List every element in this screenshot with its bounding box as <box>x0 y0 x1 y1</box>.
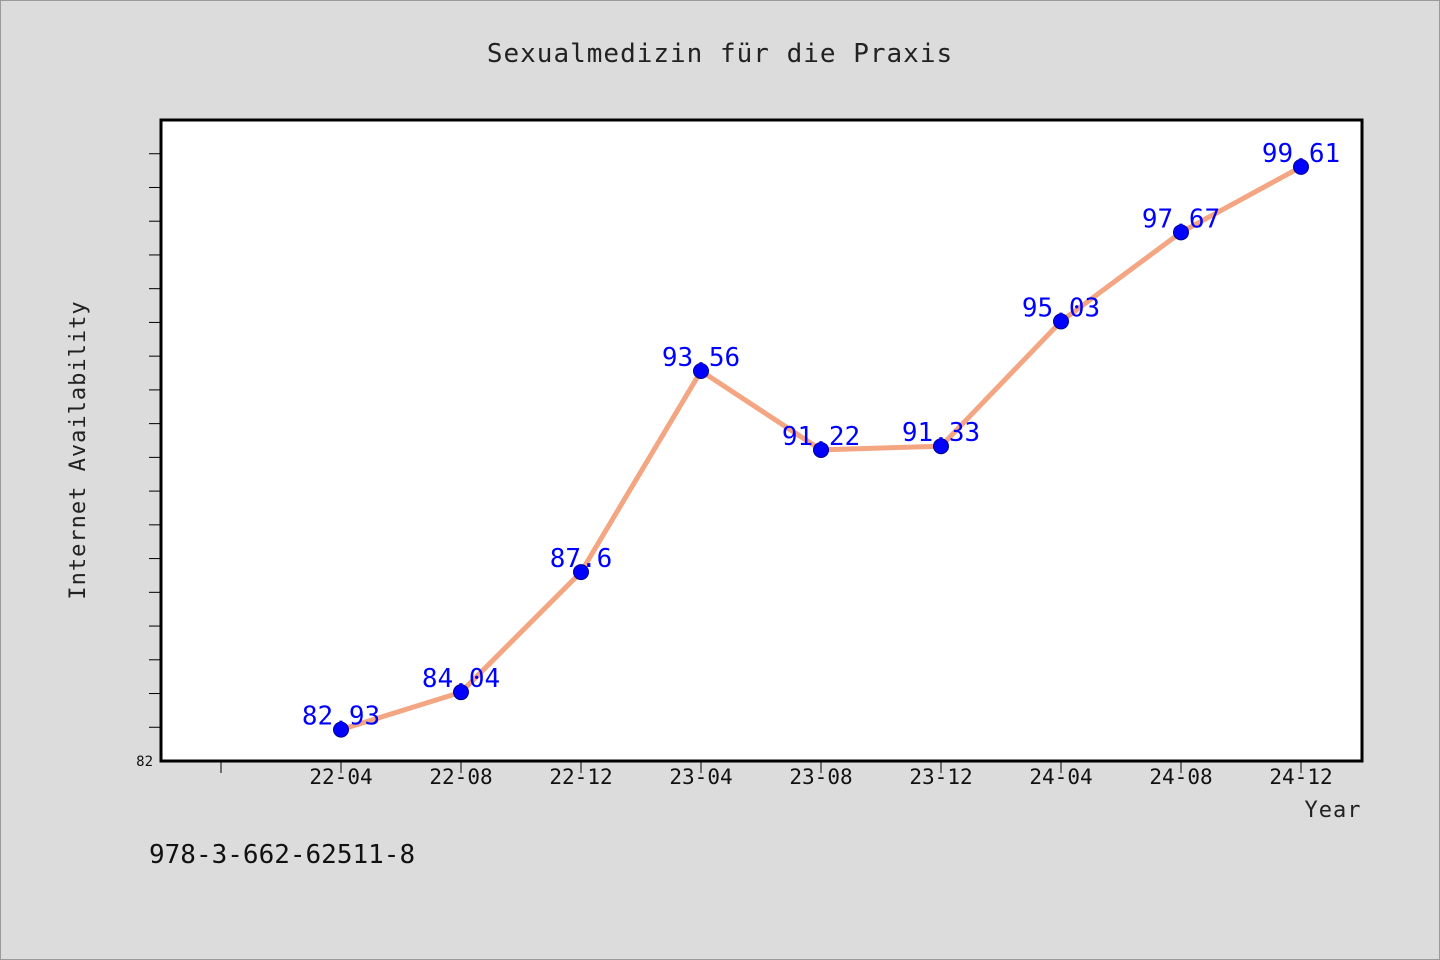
data-point <box>1053 313 1069 330</box>
data-label: 91.22 <box>782 422 860 452</box>
x-tick-label: 24-12 <box>1269 765 1332 789</box>
x-tick-label: 22-04 <box>309 765 372 789</box>
x-tick-label: 24-08 <box>1149 765 1212 789</box>
data-point <box>573 564 589 581</box>
data-label: 97.67 <box>1142 204 1220 234</box>
x-tick-label: 23-08 <box>789 765 852 789</box>
data-point <box>693 363 709 380</box>
data-point <box>1293 158 1309 175</box>
data-label: 84.04 <box>422 664 500 694</box>
plot-area <box>159 118 1364 763</box>
chart-title: Sexualmedizin für die Praxis <box>487 39 953 69</box>
data-label: 82.93 <box>302 702 380 732</box>
data-label: 91.33 <box>902 418 980 448</box>
data-point <box>933 438 949 455</box>
data-label: 87.6 <box>550 544 613 574</box>
isbn-text: 978-3-662-62511-8 <box>149 840 415 870</box>
y-tick-label: 82 <box>136 754 153 770</box>
y-axis-ticks <box>149 153 161 728</box>
x-tick-label: 24-04 <box>1029 765 1092 789</box>
x-tick-labels: 22-04 22-08 22-12 23-04 23-08 23-12 24-04 24-08… <box>309 765 1332 789</box>
y-axis-label: Internet Availability <box>66 300 91 599</box>
x-tick-label: 23-04 <box>669 765 732 789</box>
data-point <box>1173 224 1189 241</box>
data-label: 95.03 <box>1022 293 1100 323</box>
series-markers <box>333 158 1309 738</box>
x-tick-label: 23-12 <box>909 765 972 789</box>
x-tick-label: 22-12 <box>549 765 612 789</box>
data-point <box>333 721 349 738</box>
data-label: 99.61 <box>1262 139 1340 169</box>
data-point <box>813 441 829 458</box>
data-labels: 82.93 84.04 87.6 93.56 91.22 91.33 95.03 97.67 9… <box>302 139 1340 732</box>
x-axis-ticks <box>220 761 1302 773</box>
x-tick-label: 22-08 <box>429 765 492 789</box>
x-axis-label: Year <box>1305 798 1362 823</box>
data-point <box>453 684 469 701</box>
data-label: 93.56 <box>662 343 740 373</box>
